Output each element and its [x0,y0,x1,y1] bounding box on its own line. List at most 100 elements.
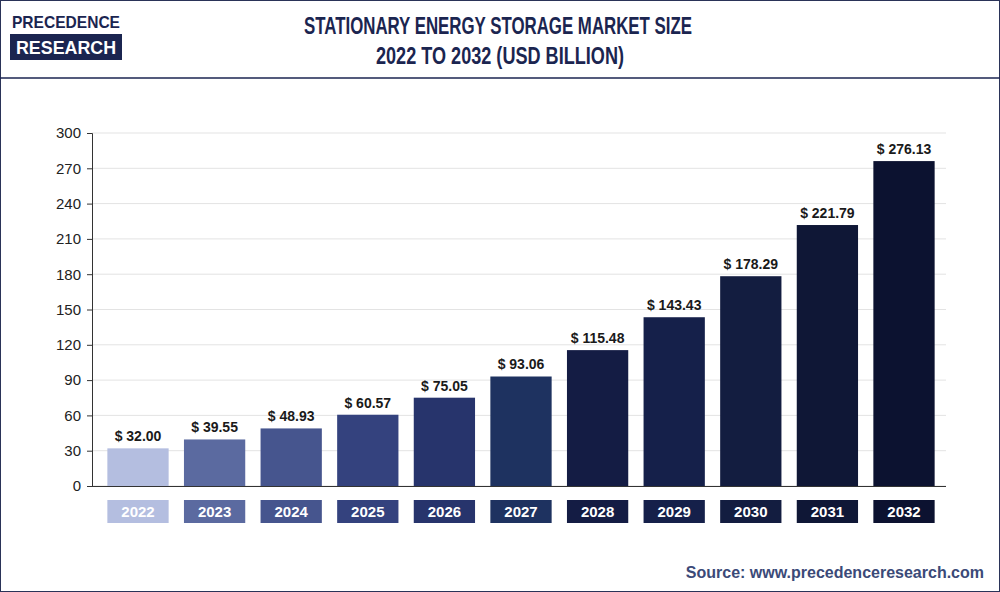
subtitle: 2022 TO 2032 (USD BILLION) [376,43,624,69]
tick: 2025 [337,500,398,523]
tick-label: 2029 [658,503,691,520]
data-label: $ 143.43 [647,297,702,313]
tick-label: 210 [56,230,81,247]
tick-label: 240 [56,195,81,212]
data-label: $ 75.05 [421,378,468,394]
bars [107,161,934,486]
chart-root: PRECEDENCE RESEARCH STATIONARY ENERGY STOR… [0,0,1000,592]
tick-mark [87,168,92,169]
grid-line [92,133,946,134]
tick-label: 150 [56,301,81,318]
header-rule [0,77,1000,79]
tick-label: 2027 [504,503,537,520]
category-box [184,500,245,523]
logo: PRECEDENCE RESEARCH [10,13,122,60]
bar [490,376,551,486]
category-box [414,500,475,523]
bar [337,415,398,486]
grid-line [92,203,946,204]
tick: 180 [56,266,92,283]
data-label: $ 221.79 [800,205,855,221]
tick-label: 60 [64,407,81,424]
tick-mark [87,415,92,416]
bar [873,161,934,486]
tick: 2022 [107,500,168,523]
tick-label: 2026 [428,503,461,520]
category-box [873,500,934,523]
category-box [490,500,551,523]
tick-label: 90 [64,371,81,388]
tick-mark [87,310,92,311]
y-axis: 0 30 60 90 120 150 180 210 240 270 300 [56,124,93,494]
tick: 150 [56,301,92,318]
data-labels: $ 32.00 $ 39.55 $ 48.93 $ 60.57 $ 75.05 $ 93.… [115,141,932,444]
logo-text: RESEARCH [16,38,116,58]
tick: 30 [64,442,92,459]
data-label: $ 48.93 [268,408,315,424]
tick: 2029 [644,500,705,523]
tick-mark [87,380,92,381]
tick: 2032 [873,500,934,523]
tick: 90 [64,371,92,388]
x-axis: 2022 2023 2024 2025 2026 2027 2028 2029 2030 2031… [92,487,946,524]
tick: 240 [56,195,92,212]
tick: 270 [56,160,92,177]
background [0,0,1000,592]
axis-line [92,486,946,487]
data-label: $ 32.00 [115,428,162,444]
tick-mark [87,274,92,275]
tick-label: 180 [56,266,81,283]
bar [797,225,858,486]
tick-label: 30 [64,442,81,459]
data-label: $ 93.06 [498,356,545,372]
data-label: $ 39.55 [191,419,238,435]
tick-label: 2031 [811,503,844,520]
tick: 2030 [720,500,781,523]
category-box [797,500,858,523]
category-box [261,500,322,523]
tick-label: 0 [73,477,81,494]
bar [184,439,245,486]
tick-label: 2023 [198,503,231,520]
category-box [567,500,628,523]
tick: 210 [56,230,92,247]
frame [1,1,1000,592]
category-box [107,500,168,523]
tick-label: 120 [56,336,81,353]
data-label: $ 276.13 [877,141,932,157]
tick-label: 300 [56,124,81,141]
axis-line [87,134,93,487]
bar [107,448,168,486]
tick-mark [87,239,92,240]
tick-mark [87,486,92,487]
grid-line [92,168,946,169]
tick-label: 2022 [121,503,154,520]
data-label: $ 60.57 [344,395,391,411]
category-box [720,500,781,523]
tick-label: 2030 [734,503,767,520]
tick-label: 2024 [275,503,309,520]
tick: 300 [56,124,92,141]
tick-mark [87,451,92,452]
bar [261,428,322,486]
tick-label: 2025 [351,503,384,520]
category-box [337,500,398,523]
title: STATIONARY ENERGY STORAGE MARKET SIZE [304,13,692,39]
tick: 0 [73,477,92,494]
tick-label: 2028 [581,503,614,520]
bar [720,276,781,486]
tick: 2028 [567,500,628,523]
tick: 2031 [797,500,858,523]
logo-text: PRECEDENCE [12,13,120,32]
tick-label: 270 [56,160,81,177]
tick-mark [87,345,92,346]
tick-mark [87,133,92,134]
tick: 60 [64,407,92,424]
tick: 2026 [414,500,475,523]
bar [644,317,705,486]
data-label: $ 178.29 [724,256,779,272]
tick-mark [87,204,92,205]
tick: 2023 [184,500,245,523]
category-box [644,500,705,523]
tick-label: 2032 [887,503,920,520]
